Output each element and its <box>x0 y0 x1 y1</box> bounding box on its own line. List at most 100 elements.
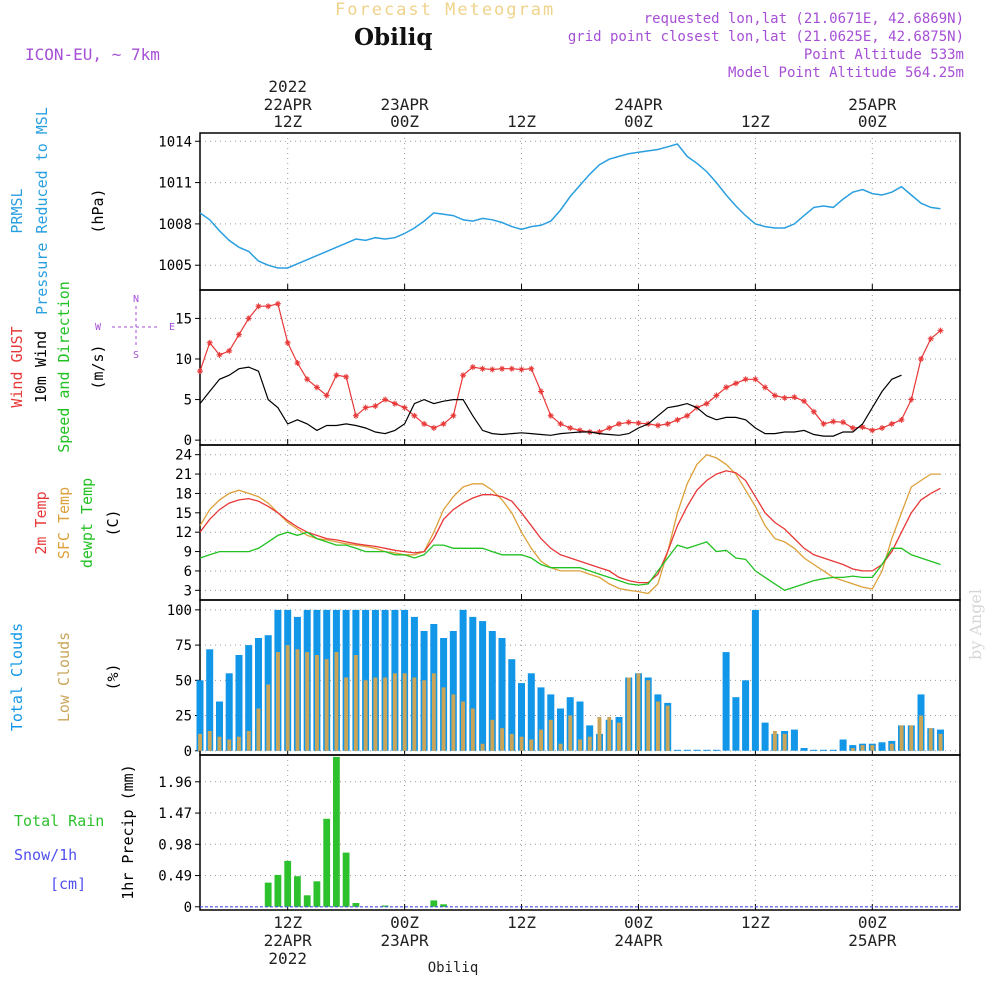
label-2m-temp: 2m Temp <box>32 491 50 554</box>
temp-2m-line <box>199 470 941 584</box>
gust-marker <box>508 365 515 372</box>
grid-point-coords: grid point closest lon,lat (21.0625E, 42… <box>567 29 964 45</box>
low-cloud-bar <box>207 731 212 751</box>
compass-n: N <box>133 294 139 305</box>
rain-bar <box>440 904 447 907</box>
gust-marker <box>450 412 457 419</box>
low-cloud-bar <box>305 652 310 751</box>
low-cloud-bar <box>334 652 339 751</box>
gust-marker <box>615 420 622 427</box>
gust-marker <box>245 315 252 322</box>
gust-marker <box>226 347 233 354</box>
low-cloud-bar <box>480 743 485 751</box>
y-tick-label: 0 <box>184 433 192 449</box>
model-altitude: Model Point Altitude 564.25m <box>727 65 964 81</box>
gust-marker <box>460 372 467 379</box>
gust-marker <box>489 366 496 373</box>
time-label-bottom: 00Z <box>624 913 653 932</box>
wind-line <box>199 366 902 437</box>
total-cloud-bar <box>839 739 847 751</box>
gust-marker <box>401 404 408 411</box>
y-tick-label: 0 <box>184 744 192 760</box>
gust-marker <box>625 419 632 426</box>
low-cloud-bar <box>938 733 943 751</box>
sfc-temp-line <box>199 453 941 595</box>
gust-marker <box>918 355 925 362</box>
y-tick-label: 1011 <box>158 176 192 192</box>
rain-bar <box>342 852 350 907</box>
dewpt-line <box>199 531 941 592</box>
label-speed-direction: Speed and Direction <box>55 281 73 453</box>
total-cloud-bar <box>829 749 837 751</box>
time-label-top: 00Z <box>858 112 887 131</box>
low-cloud-bar <box>441 687 446 751</box>
y-tick-label: 1.96 <box>158 775 192 791</box>
rain-bar <box>323 818 331 907</box>
low-cloud-bar <box>451 694 456 751</box>
gust-marker <box>216 351 223 358</box>
gust-marker <box>265 303 272 310</box>
low-cloud-bar <box>392 673 397 751</box>
gust-marker <box>859 424 866 431</box>
rain-bar <box>313 881 321 907</box>
gust-marker <box>937 327 944 334</box>
low-cloud-bar <box>431 673 436 751</box>
gust-marker <box>781 394 788 401</box>
gust-marker <box>849 424 856 431</box>
year-label-bottom: 2022 <box>268 949 307 968</box>
gust-marker <box>421 420 428 427</box>
panel-frame <box>199 132 961 291</box>
gust-marker <box>752 376 759 383</box>
total-cloud-bar <box>751 609 759 751</box>
gust-marker <box>352 412 359 419</box>
low-cloud-bar <box>315 655 319 751</box>
total-cloud-bar <box>518 683 525 751</box>
gust-marker <box>440 420 447 427</box>
y-tick-label: 0 <box>184 900 192 916</box>
date-label-bottom: 24APR <box>614 931 663 950</box>
low-cloud-bar <box>256 708 261 751</box>
low-cloud-bar <box>246 731 251 751</box>
gust-marker <box>197 368 203 375</box>
gust-marker <box>732 380 739 387</box>
gust-marker <box>304 376 311 383</box>
label-hpa: (hPa) <box>89 188 107 233</box>
gust-marker <box>635 420 642 427</box>
y-tick-label: 21 <box>175 467 192 483</box>
date-label-top: 24APR <box>614 95 663 114</box>
total-cloud-bar <box>245 645 253 751</box>
y-tick-label: 1.47 <box>158 806 192 822</box>
low-cloud-bar <box>461 701 465 751</box>
total-cloud-bar <box>225 673 233 751</box>
label-sfc-temp: SFC Temp <box>55 487 73 559</box>
gust-marker <box>362 404 369 411</box>
y-tick-label: 1005 <box>158 258 192 274</box>
rain-bar <box>274 874 282 907</box>
gust-marker <box>791 394 798 401</box>
rain-bar <box>352 903 360 907</box>
gust-marker <box>294 360 301 367</box>
total-cloud-bar <box>488 631 496 751</box>
total-cloud-bar <box>820 749 828 751</box>
gust-marker <box>382 396 389 403</box>
total-cloud-bar <box>693 749 701 751</box>
low-cloud-bar <box>578 739 582 751</box>
gust-marker <box>577 427 583 434</box>
gust-marker <box>430 424 437 431</box>
low-cloud-bar <box>597 717 602 751</box>
gust-marker <box>713 392 720 399</box>
gust-marker <box>313 384 320 391</box>
gust-marker <box>801 398 808 405</box>
gust-marker <box>606 424 613 431</box>
low-cloud-bar <box>870 745 875 751</box>
total-cloud-bar <box>790 729 798 751</box>
y-tick-label: 0.98 <box>158 837 192 853</box>
rain-bar <box>381 905 389 907</box>
gust-marker <box>674 416 681 423</box>
gust-marker <box>723 384 730 391</box>
time-label-top: 00Z <box>390 112 419 131</box>
gust-marker <box>820 420 827 427</box>
date-label-bottom: 23APR <box>381 931 430 950</box>
total-cloud-bar <box>459 609 467 751</box>
